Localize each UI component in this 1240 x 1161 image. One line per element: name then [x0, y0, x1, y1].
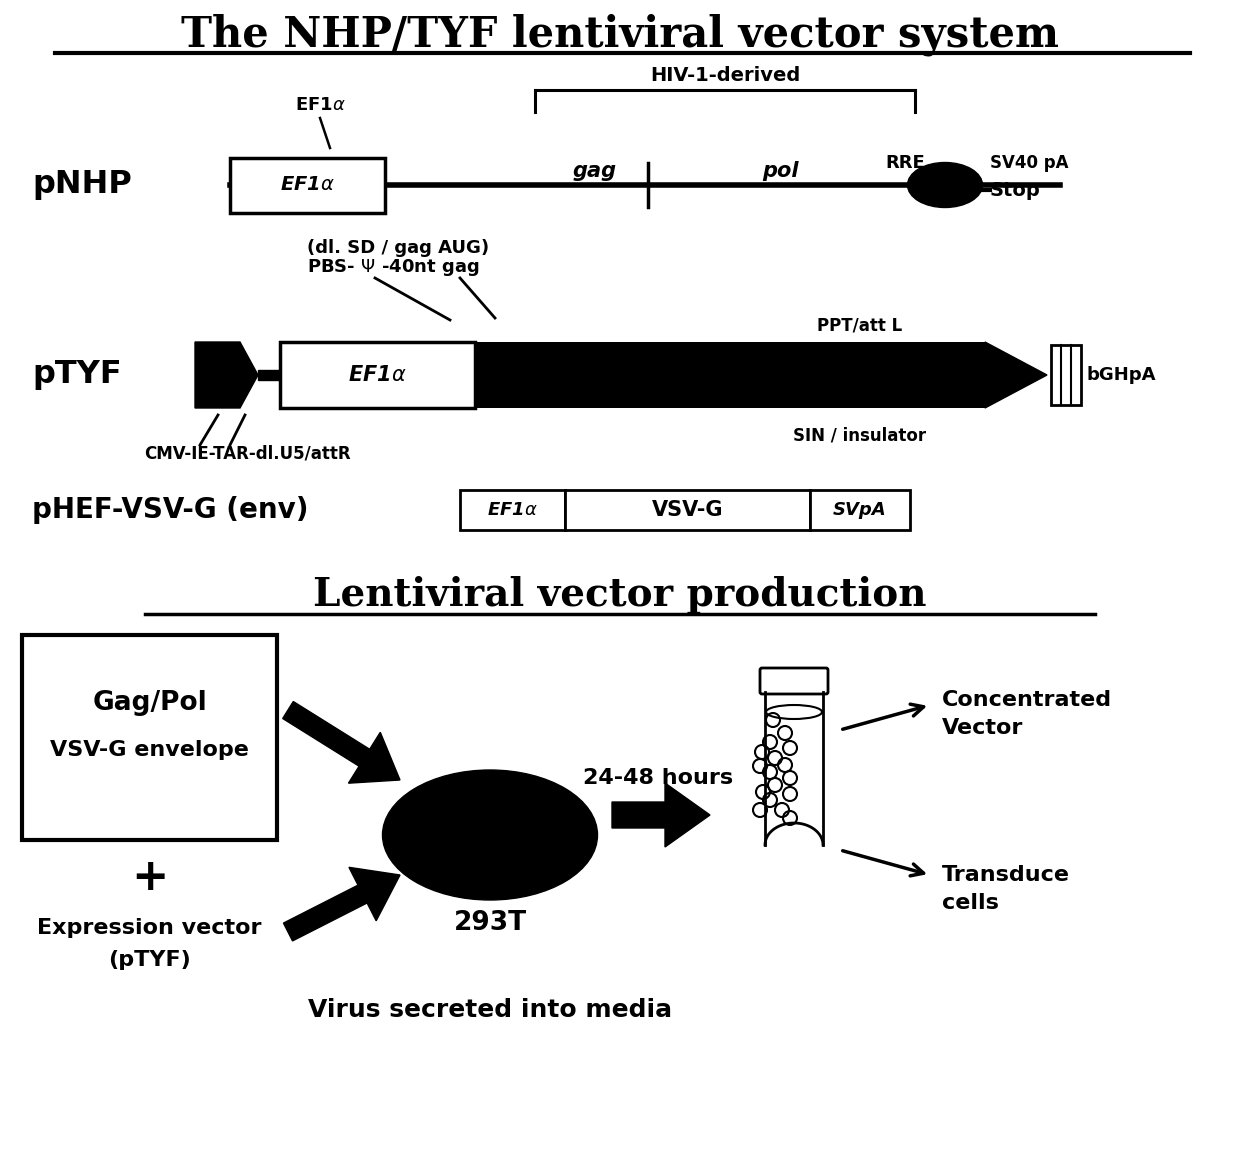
Text: gag: gag: [573, 161, 618, 181]
Text: Gag/Pol: Gag/Pol: [92, 690, 207, 716]
Text: Transduce: Transduce: [942, 865, 1070, 885]
Text: SVpA: SVpA: [833, 502, 887, 519]
Text: PPT/att L: PPT/att L: [817, 316, 903, 334]
Text: Virus secreted into media: Virus secreted into media: [308, 998, 672, 1022]
Text: pHEF-VSV-G (env): pHEF-VSV-G (env): [32, 496, 309, 524]
Polygon shape: [195, 342, 258, 408]
FancyBboxPatch shape: [460, 490, 565, 531]
FancyBboxPatch shape: [1052, 345, 1081, 405]
Text: bGHpA: bGHpA: [1087, 366, 1157, 384]
Text: 293T: 293T: [454, 910, 527, 936]
Text: Lentiviral vector production: Lentiviral vector production: [314, 576, 926, 614]
Ellipse shape: [382, 770, 598, 900]
Text: pNHP: pNHP: [32, 170, 131, 201]
Text: The NHP/TYF lentiviral vector system: The NHP/TYF lentiviral vector system: [181, 14, 1059, 56]
Text: (pTYF): (pTYF): [108, 950, 191, 969]
Text: Vector: Vector: [942, 717, 1023, 738]
Text: SIN / insulator: SIN / insulator: [794, 426, 926, 444]
Polygon shape: [613, 783, 711, 848]
Text: Concentrated: Concentrated: [942, 690, 1112, 711]
FancyBboxPatch shape: [810, 490, 910, 531]
Text: RRE: RRE: [885, 154, 925, 172]
Text: Stop: Stop: [990, 180, 1040, 200]
Text: pol: pol: [761, 161, 799, 181]
Text: VSV-G: VSV-G: [652, 500, 723, 520]
FancyBboxPatch shape: [475, 342, 985, 408]
Polygon shape: [284, 867, 401, 940]
Text: Expression vector: Expression vector: [37, 918, 262, 938]
Text: EF1$\alpha$: EF1$\alpha$: [487, 502, 538, 519]
Text: cells: cells: [942, 893, 999, 913]
Text: CMV-IE-TAR-dl.U5/attR: CMV-IE-TAR-dl.U5/attR: [144, 444, 351, 462]
FancyBboxPatch shape: [280, 342, 475, 408]
Text: EF1$\alpha$: EF1$\alpha$: [348, 365, 407, 385]
Text: EF1$\alpha$: EF1$\alpha$: [295, 96, 346, 114]
Text: HIV-1-derived: HIV-1-derived: [650, 66, 800, 85]
Text: pTYF: pTYF: [32, 360, 122, 390]
Text: 24-48 hours: 24-48 hours: [583, 767, 733, 788]
Text: (dl. SD / gag AUG): (dl. SD / gag AUG): [308, 239, 489, 257]
FancyBboxPatch shape: [760, 668, 828, 694]
Text: PBS- $\Psi$ -40nt gag: PBS- $\Psi$ -40nt gag: [308, 258, 480, 279]
Ellipse shape: [908, 163, 982, 208]
Polygon shape: [985, 342, 1047, 408]
Text: VSV-G envelope: VSV-G envelope: [50, 740, 249, 760]
FancyBboxPatch shape: [22, 635, 277, 841]
Polygon shape: [283, 701, 401, 784]
FancyBboxPatch shape: [565, 490, 810, 531]
Text: SV40 pA: SV40 pA: [990, 154, 1069, 172]
FancyBboxPatch shape: [229, 158, 384, 212]
Polygon shape: [765, 823, 823, 845]
FancyBboxPatch shape: [258, 370, 280, 380]
Text: +: +: [130, 857, 169, 900]
Text: EF1$\alpha$: EF1$\alpha$: [280, 175, 335, 195]
